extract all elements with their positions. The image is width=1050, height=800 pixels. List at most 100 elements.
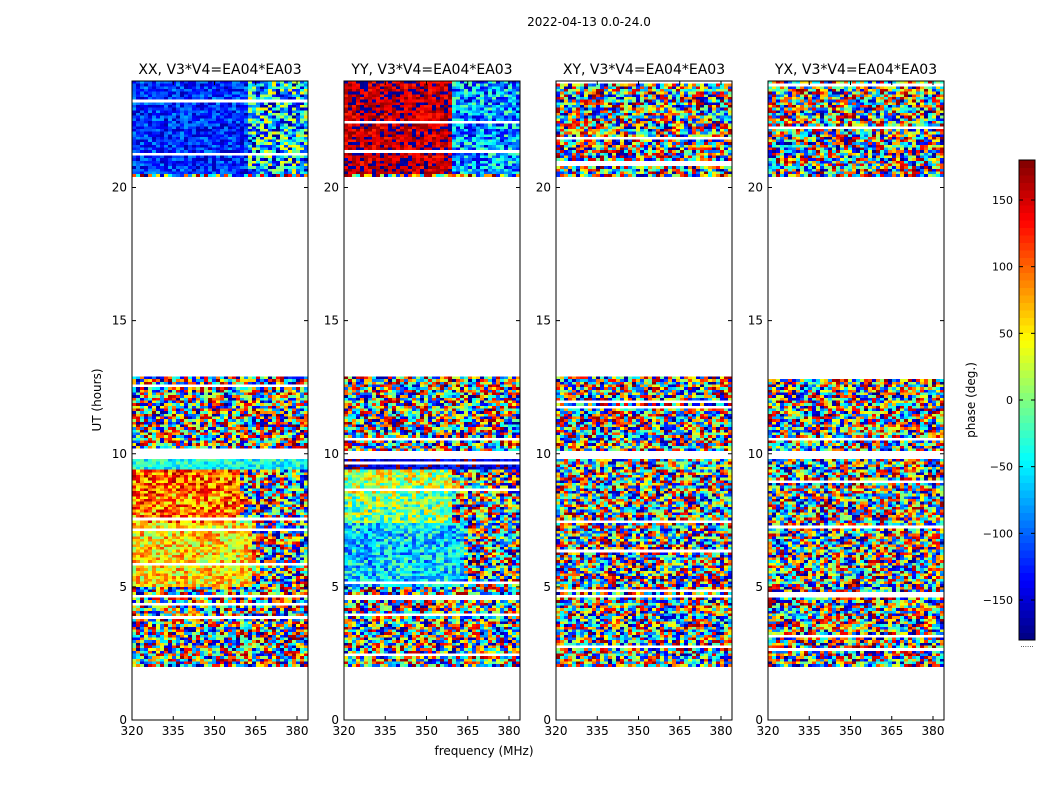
colorbar-tick-label: −50 bbox=[990, 461, 1013, 474]
colorbar-segment bbox=[1019, 287, 1035, 296]
colorbar-segment bbox=[1019, 475, 1035, 483]
colorbar-segment bbox=[1019, 512, 1035, 521]
colorbar-segment bbox=[1019, 527, 1035, 536]
colorbar-segment bbox=[1019, 310, 1035, 318]
colorbar-segment bbox=[1019, 415, 1035, 423]
colorbar-segment bbox=[1019, 452, 1035, 461]
colorbar-segment bbox=[1019, 220, 1035, 228]
colorbar-segment bbox=[1019, 392, 1035, 401]
y-tick-label: 10 bbox=[536, 447, 551, 461]
panel-title: XX, V3*V4=EA04*EA03 bbox=[138, 62, 301, 78]
y-tick-label: 20 bbox=[536, 181, 551, 195]
y-tick-label: 10 bbox=[324, 447, 339, 461]
x-tick-label: 365 bbox=[880, 724, 903, 738]
panel-title: XY, V3*V4=EA04*EA03 bbox=[563, 62, 725, 78]
colorbar-segment bbox=[1019, 595, 1035, 603]
y-tick-label: 5 bbox=[119, 580, 127, 594]
y-tick-label: 0 bbox=[755, 713, 763, 727]
panel-2: YY, V3*V4=EA04*EA03 320 335 350 365 380 0 5 10 15… bbox=[324, 62, 521, 738]
colorbar-segment bbox=[1019, 565, 1035, 573]
x-tick-label: 380 bbox=[498, 724, 521, 738]
panel-title: YX, V3*V4=EA04*EA03 bbox=[774, 62, 937, 78]
phase-heatmap bbox=[556, 81, 732, 720]
panel-frame bbox=[767, 80, 945, 721]
colorbar-segment bbox=[1019, 257, 1035, 266]
colorbar-segment bbox=[1019, 430, 1035, 438]
y-tick-label: 5 bbox=[543, 580, 551, 594]
colorbar-tick-label: 50 bbox=[999, 327, 1013, 340]
y-tick-label: 15 bbox=[112, 314, 127, 328]
panel-frame bbox=[343, 80, 521, 721]
colorbar-segment bbox=[1019, 362, 1035, 371]
colorbar-segment bbox=[1019, 250, 1035, 258]
colorbar-tick-label: −100 bbox=[983, 527, 1013, 540]
colorbar-segment bbox=[1019, 400, 1035, 408]
y-tick-label: 0 bbox=[331, 713, 339, 727]
colorbar: −150 −100 −50 0 50 100 150 phase (deg.)...... bbox=[964, 159, 1036, 649]
y-tick-label: 5 bbox=[331, 580, 339, 594]
colorbar-under-label: ...... bbox=[1020, 641, 1033, 649]
colorbar-tick-label: −150 bbox=[983, 594, 1013, 607]
colorbar-segment bbox=[1019, 235, 1035, 243]
y-tick-label: 5 bbox=[755, 580, 763, 594]
colorbar-segment bbox=[1019, 205, 1035, 213]
phase-heatmap bbox=[344, 81, 520, 720]
colorbar-segment bbox=[1019, 407, 1035, 416]
y-axis-label: UT (hours) bbox=[90, 368, 104, 431]
colorbar-segment bbox=[1019, 572, 1035, 581]
colorbar-segment bbox=[1019, 340, 1035, 348]
phase-heatmap bbox=[132, 81, 308, 720]
x-axis-label: frequency (MHz) bbox=[434, 744, 533, 758]
colorbar-segment bbox=[1019, 422, 1035, 431]
colorbar-tick-label: 100 bbox=[992, 261, 1013, 274]
colorbar-segment bbox=[1019, 160, 1035, 168]
panels-group: XX, V3*V4=EA04*EA03 320 335 350 365 380 0 5 10 15… bbox=[112, 62, 945, 738]
y-tick-label: 10 bbox=[748, 447, 763, 461]
panel-4: YX, V3*V4=EA04*EA03 320 335 350 365 380 0 5 10 15… bbox=[748, 62, 945, 738]
colorbar-segment bbox=[1019, 370, 1035, 378]
panel-3: XY, V3*V4=EA04*EA03 320 335 350 365 380 0 5 10 15… bbox=[536, 62, 733, 738]
x-tick-label: 320 bbox=[333, 724, 356, 738]
colorbar-segment bbox=[1019, 490, 1035, 498]
panel-frame bbox=[555, 80, 733, 721]
colorbar-segment bbox=[1019, 467, 1035, 476]
colorbar-segment bbox=[1019, 445, 1035, 453]
colorbar-segment bbox=[1019, 295, 1035, 303]
colorbar-segment bbox=[1019, 332, 1035, 341]
x-tick-label: 320 bbox=[121, 724, 144, 738]
colorbar-segment bbox=[1019, 167, 1035, 176]
x-tick-label: 365 bbox=[668, 724, 691, 738]
colorbar-segment bbox=[1019, 580, 1035, 588]
colorbar-segment bbox=[1019, 347, 1035, 356]
colorbar-segment bbox=[1019, 280, 1035, 288]
colorbar-segment bbox=[1019, 437, 1035, 446]
x-tick-label: 380 bbox=[922, 724, 945, 738]
y-tick-label: 20 bbox=[112, 181, 127, 195]
colorbar-segment bbox=[1019, 602, 1035, 611]
y-tick-label: 20 bbox=[324, 181, 339, 195]
colorbar-segment bbox=[1019, 197, 1035, 206]
colorbar-segment bbox=[1019, 542, 1035, 551]
x-tick-label: 335 bbox=[162, 724, 185, 738]
colorbar-segment bbox=[1019, 325, 1035, 333]
y-tick-label: 15 bbox=[536, 314, 551, 328]
colorbar-segment bbox=[1019, 617, 1035, 626]
y-tick-label: 20 bbox=[748, 181, 763, 195]
colorbar-segment bbox=[1019, 317, 1035, 326]
colorbar-segment bbox=[1019, 482, 1035, 491]
colorbar-segment bbox=[1019, 587, 1035, 596]
colorbar-segment bbox=[1019, 610, 1035, 618]
colorbar-tick-label: 150 bbox=[992, 194, 1013, 207]
colorbar-segment bbox=[1019, 175, 1035, 183]
panel-1: XX, V3*V4=EA04*EA03 320 335 350 365 380 0 5 10 15… bbox=[112, 62, 309, 738]
colorbar-segment bbox=[1019, 505, 1035, 513]
colorbar-segment bbox=[1019, 550, 1035, 558]
y-tick-label: 0 bbox=[119, 713, 127, 727]
x-tick-label: 365 bbox=[456, 724, 479, 738]
x-tick-label: 365 bbox=[244, 724, 267, 738]
colorbar-segment bbox=[1019, 227, 1035, 236]
colorbar-segment bbox=[1019, 377, 1035, 386]
x-tick-label: 335 bbox=[798, 724, 821, 738]
colorbar-segment bbox=[1019, 625, 1035, 633]
